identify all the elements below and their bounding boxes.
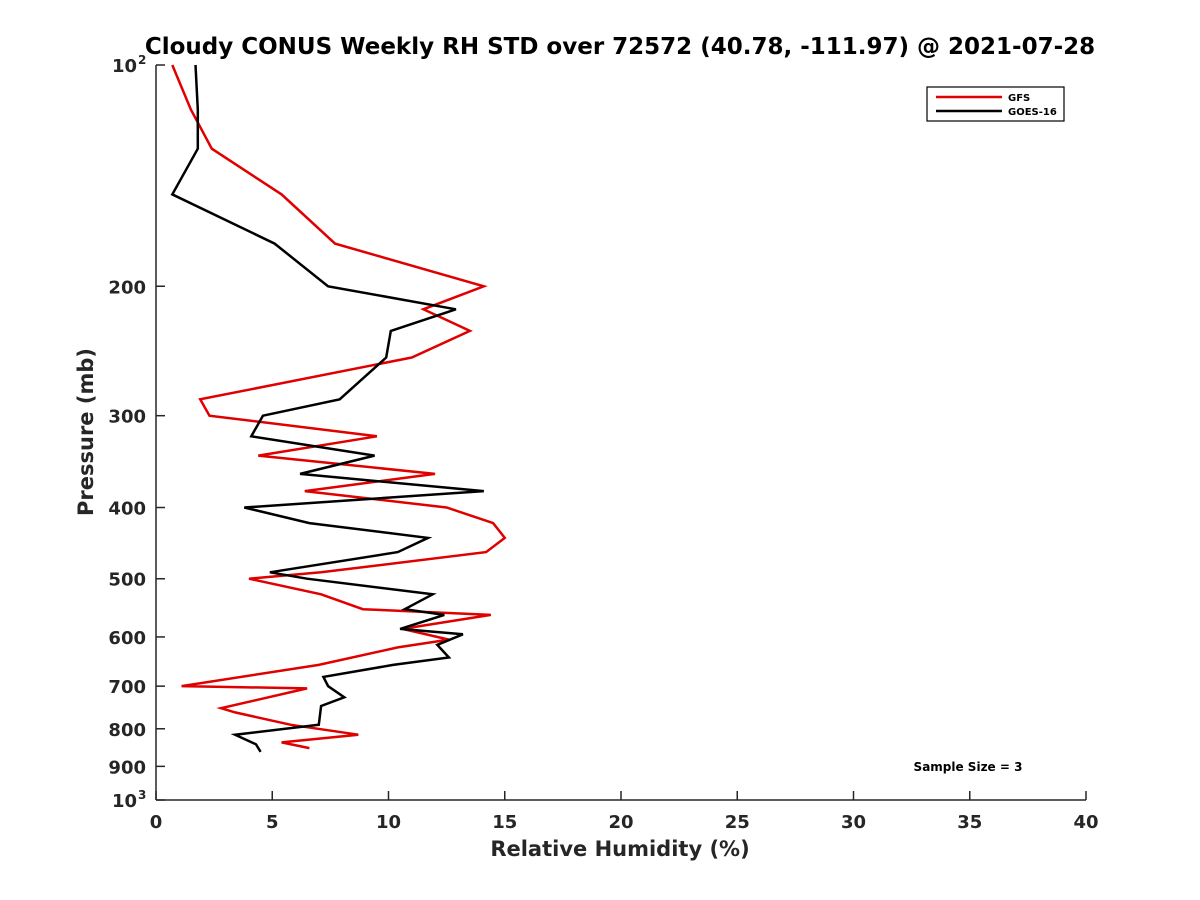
legend-box: [926, 86, 1065, 122]
y-tick-label: 900: [108, 757, 146, 778]
y-tick-label: 200: [108, 277, 146, 298]
x-tick-label: 25: [725, 812, 750, 833]
sample-size-annotation: Sample Size = 3: [914, 760, 1023, 774]
x-tick-label: 5: [266, 812, 279, 833]
legend-label: GFS: [1008, 93, 1030, 104]
y-tick-label: 300: [108, 407, 146, 428]
legend-label: GOES-16: [1008, 107, 1057, 118]
y-axis-label: Pressure (mb): [74, 348, 98, 516]
y-tick-label: 800: [108, 720, 146, 741]
y-tick-label: 700: [108, 677, 146, 698]
y-tick-label: 10: [112, 791, 137, 812]
series-line-gfs: [171, 64, 507, 750]
x-axis: 0 5 10 15 20 25 30 35 40: [150, 791, 1099, 833]
x-axis-label: Relative Humidity (%): [490, 837, 749, 861]
x-tick-label: 0: [150, 812, 163, 833]
x-tick-label: 15: [492, 812, 517, 833]
chart-title: Cloudy CONUS Weekly RH STD over 72572 (4…: [145, 34, 1095, 60]
y-tick-label: 400: [108, 499, 146, 520]
y-tick-label: 600: [108, 628, 146, 649]
series-layer: [170, 64, 507, 753]
x-tick-label: 20: [608, 812, 633, 833]
x-tick-label: 10: [376, 812, 401, 833]
y-tick-exponent: 3: [138, 788, 146, 802]
legend: GFS GOES-16: [926, 86, 1065, 122]
y-tick-exponent: 2: [138, 53, 146, 67]
series-line-goes-16: [170, 64, 484, 753]
y-tick-label: 10: [112, 56, 137, 77]
x-tick-label: 40: [1073, 812, 1098, 833]
x-tick-label: 35: [957, 812, 982, 833]
x-tick-label: 30: [841, 812, 866, 833]
y-tick-label: 500: [108, 570, 146, 591]
